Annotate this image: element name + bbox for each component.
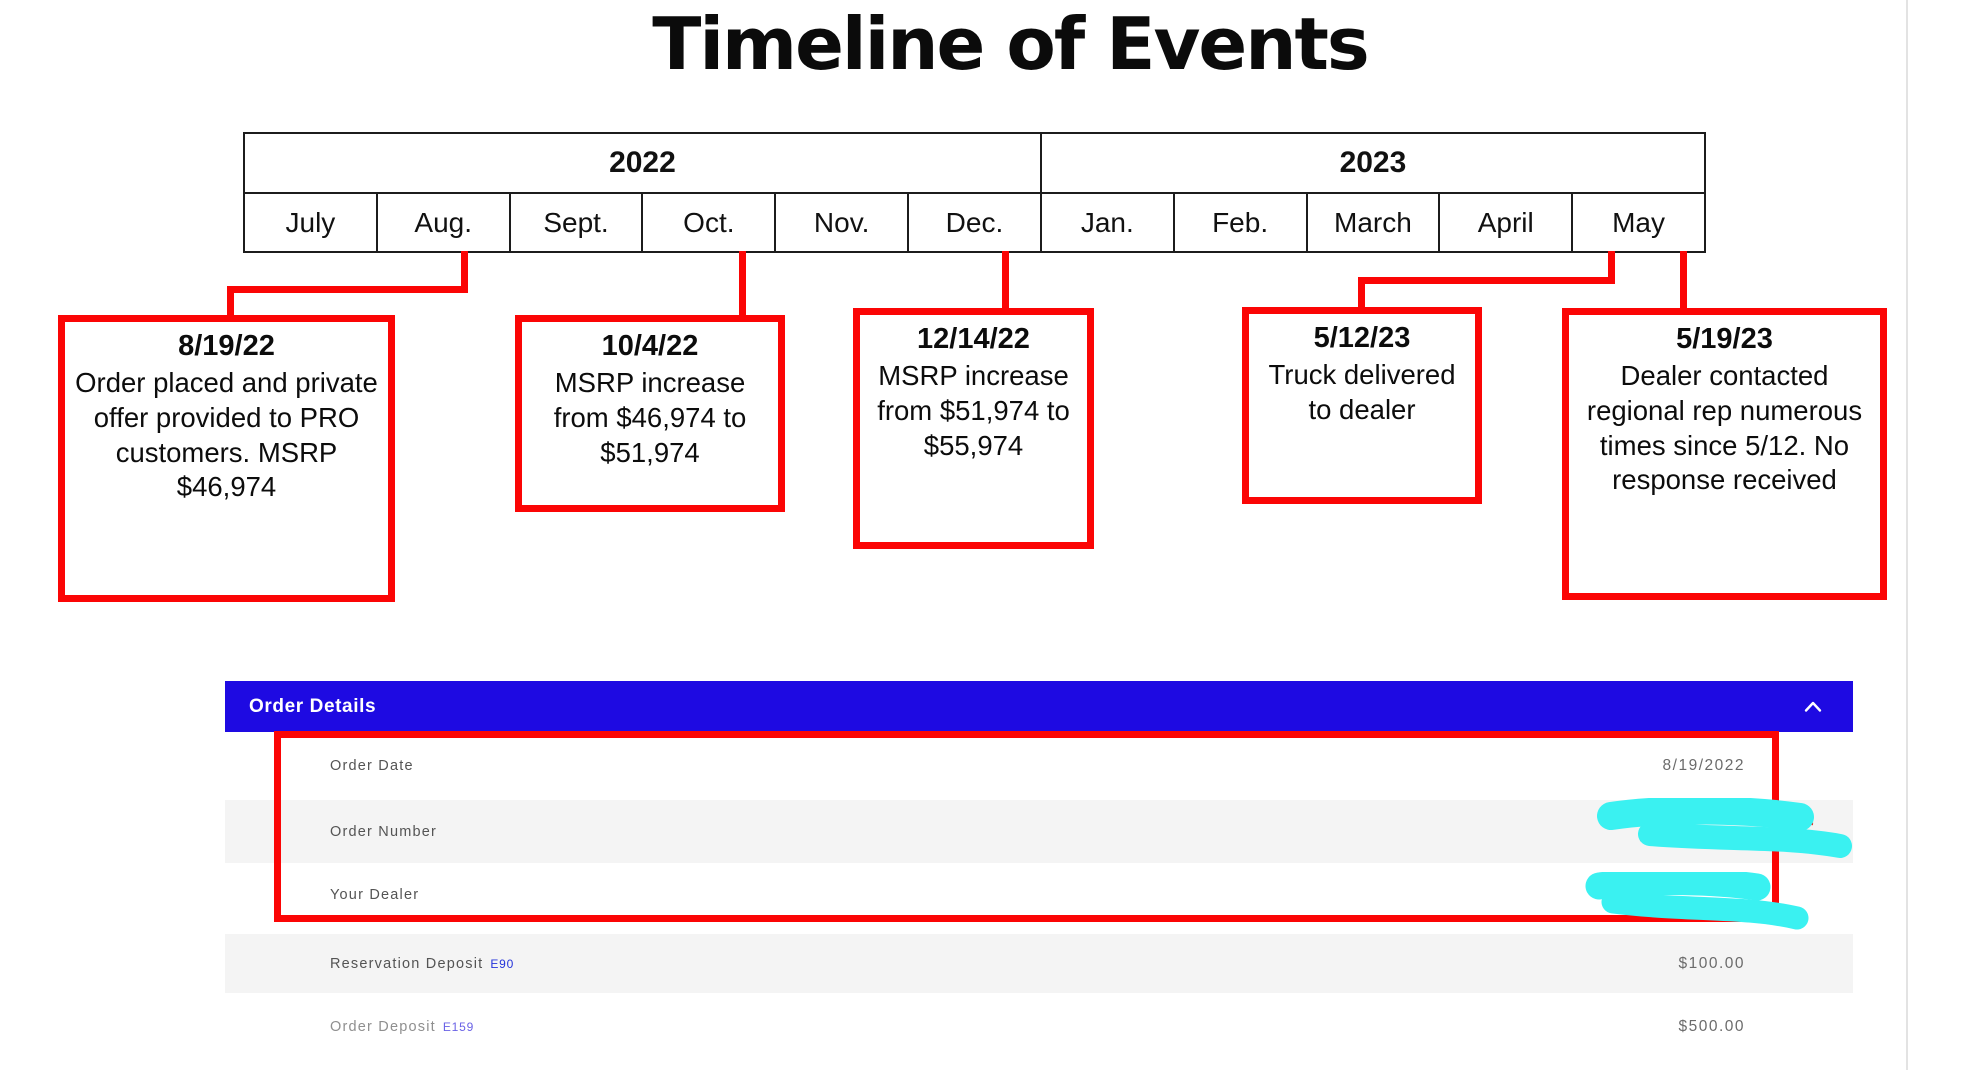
event-description: Order placed and private offer provided … — [75, 366, 378, 503]
year-row: 2022 2023 — [243, 132, 1707, 194]
order-deposit-value: $500.00 — [1678, 1017, 1745, 1035]
your-dealer-redaction-scribble — [1585, 872, 1809, 930]
your-dealer-label: Your Dealer — [330, 887, 420, 903]
event-description: MSRP increase from $51,974 to $55,974 — [877, 359, 1070, 461]
event-box-dealer-contacted: 5/19/23 Dealer contacted regional rep nu… — [1562, 308, 1887, 600]
year-2022-cell: 2022 — [243, 132, 1042, 194]
chevron-up-icon[interactable] — [1803, 700, 1823, 713]
reservation-deposit-row: Reservation Deposit E90 $100.00 — [225, 934, 1853, 993]
event-description: Dealer contacted regional rep numerous t… — [1586, 359, 1863, 496]
event-date: 12/14/22 — [917, 323, 1030, 355]
month-cell-dec: Dec. — [907, 192, 1042, 253]
month-cell-april: April — [1438, 192, 1574, 253]
connector-may19-drop — [1680, 251, 1687, 312]
year-2023-cell: 2023 — [1039, 132, 1707, 194]
reservation-deposit-code-link[interactable]: E90 — [490, 956, 515, 971]
event-date: 8/19/22 — [178, 330, 275, 362]
timeline-table: 2022 2023 July Aug. Sept. Oct. Nov. Dec.… — [243, 132, 1707, 253]
event-date: 5/19/23 — [1676, 323, 1773, 355]
month-cell-sept: Sept. — [508, 192, 644, 253]
connector-may12-drop — [1358, 277, 1365, 311]
order-date-label: Order Date — [330, 758, 414, 774]
order-number-label: Order Number — [330, 823, 438, 840]
order-details-header[interactable]: Order Details — [225, 681, 1853, 732]
reservation-deposit-value: $100.00 — [1678, 954, 1745, 972]
event-box-msrp-increase-2: 12/14/22 MSRP increase from $51,974 to $… — [853, 308, 1094, 549]
month-cell-oct: Oct. — [641, 192, 777, 253]
connector-may12-horizontal — [1358, 277, 1615, 284]
connector-dec-drop — [1002, 251, 1009, 312]
order-number-row: Order Number — [225, 800, 1853, 863]
month-cell-nov: Nov. — [774, 192, 910, 253]
month-cell-jan: Jan. — [1039, 192, 1175, 253]
event-description: Truck delivered to dealer — [1268, 358, 1456, 425]
connector-may12-tick — [1608, 251, 1615, 284]
month-cell-aug: Aug. — [375, 192, 511, 253]
event-date: 5/12/23 — [1313, 322, 1411, 354]
order-deposit-code-link[interactable]: E159 — [442, 1019, 475, 1034]
order-date-row: Order Date 8/19/2022 — [225, 732, 1853, 800]
connector-aug-tick — [461, 251, 468, 292]
order-deposit-row: Order Deposit E159 $500.00 — [225, 995, 1853, 1058]
connector-aug-drop — [227, 286, 234, 319]
event-date: 10/4/22 — [601, 330, 699, 362]
annotation-rectangle — [274, 731, 1779, 922]
reservation-deposit-label: Reservation Deposit — [330, 955, 484, 972]
order-deposit-label: Order Deposit — [330, 1018, 436, 1035]
page-edge-divider — [1906, 0, 1908, 1070]
month-cell-july: July — [243, 192, 378, 253]
order-date-value: 8/19/2022 — [1662, 757, 1745, 774]
event-box-order-placed: 8/19/22 Order placed and private offer p… — [58, 315, 395, 602]
connector-oct-drop — [739, 251, 746, 319]
page-title: Timeline of Events — [652, 2, 1369, 86]
month-cell-march: March — [1305, 192, 1441, 253]
month-cell-may: May — [1571, 192, 1706, 253]
order-number-redaction-scribble — [1597, 798, 1852, 858]
month-cell-feb: Feb. — [1172, 192, 1308, 253]
event-box-msrp-increase-1: 10/4/22 MSRP increase from $46,974 to $5… — [515, 315, 785, 512]
event-box-truck-delivered: 5/12/23 Truck delivered to dealer — [1242, 307, 1482, 504]
order-details-title: Order Details — [249, 695, 377, 717]
connector-aug-horizontal — [227, 286, 468, 293]
month-row: July Aug. Sept. Oct. Nov. Dec. Jan. Feb.… — [243, 192, 1706, 253]
event-description: MSRP increase from $46,974 to $51,974 — [553, 366, 747, 468]
